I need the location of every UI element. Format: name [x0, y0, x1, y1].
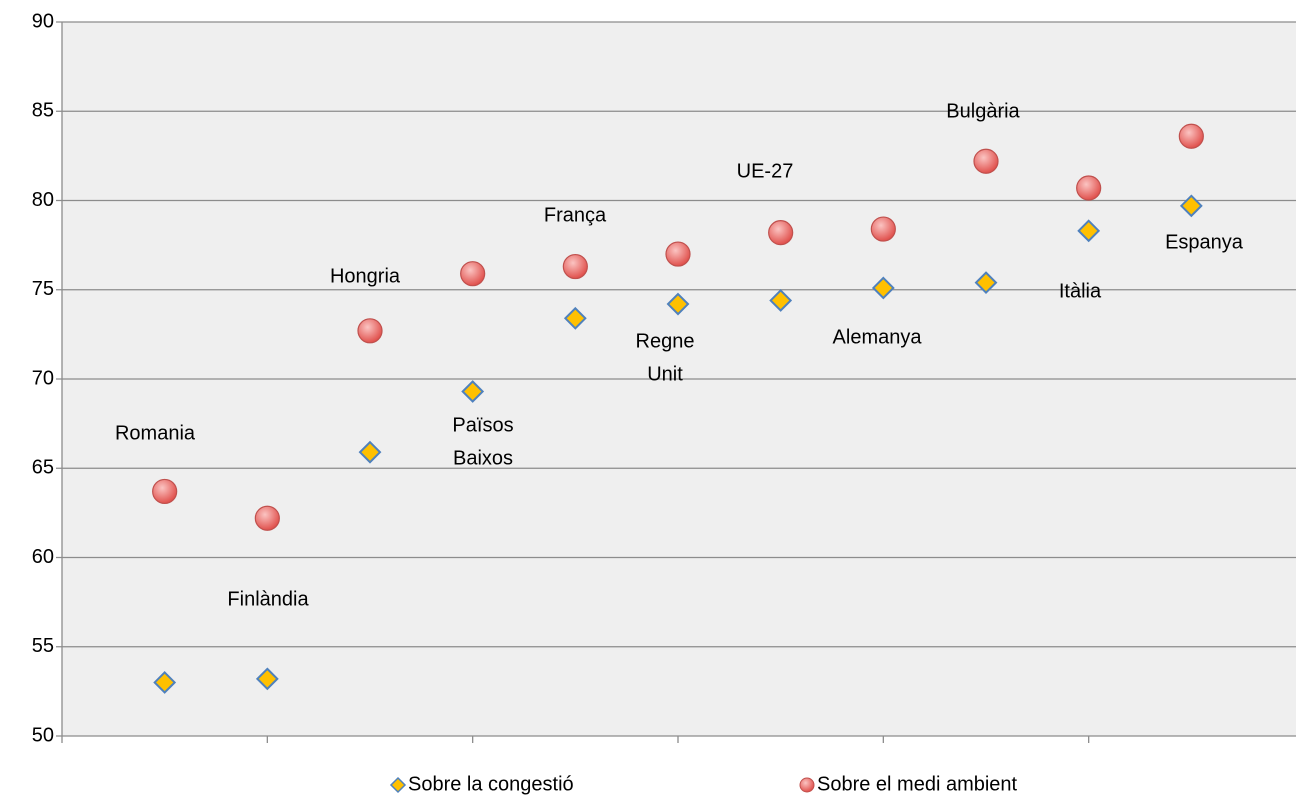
y-tick-label: 80: [32, 189, 54, 211]
y-tick-label: 85: [32, 100, 54, 122]
point: [973, 148, 999, 174]
annotation: Finlàndia: [227, 588, 309, 610]
point: [666, 292, 690, 316]
point: [974, 271, 998, 295]
point: [665, 241, 691, 267]
point: [357, 318, 383, 344]
annotation: Països: [452, 414, 513, 436]
annotation: Regne: [636, 330, 695, 352]
y-tick-label: 60: [32, 546, 54, 568]
point: [563, 306, 587, 330]
point: [255, 667, 279, 691]
legend-marker: [389, 776, 407, 794]
point: [461, 380, 485, 403]
point: [358, 440, 382, 464]
point: [1179, 194, 1203, 218]
point: [254, 505, 280, 531]
y-tick-label: 55: [32, 635, 54, 657]
annotation: Baixos: [453, 447, 513, 469]
point: [871, 276, 895, 300]
annotation: Hongria: [330, 265, 401, 287]
y-tick-label: 70: [32, 367, 54, 389]
point: [153, 671, 177, 694]
point: [1076, 175, 1102, 201]
point: [769, 289, 793, 312]
annotation: Itàlia: [1059, 280, 1102, 302]
legend-marker: [799, 777, 815, 793]
y-tick-label: 75: [32, 278, 54, 300]
point: [768, 220, 794, 246]
annotation: França: [544, 204, 607, 226]
point: [562, 253, 588, 280]
annotation: Bulgària: [946, 100, 1020, 122]
y-tick-label: 65: [32, 457, 54, 479]
annotation: UE-27: [737, 160, 794, 182]
point: [1077, 219, 1101, 243]
y-tick-label: 50: [32, 724, 54, 746]
legend-label: Sobre el medi ambient: [817, 773, 1018, 795]
point: [460, 261, 486, 287]
point: [870, 216, 896, 242]
annotation: Unit: [647, 363, 683, 385]
legend-label: Sobre la congestió: [408, 773, 574, 795]
annotation: Romania: [115, 422, 196, 444]
annotation: Espanya: [1165, 231, 1244, 253]
point: [1178, 123, 1204, 149]
y-tick-label: 90: [32, 10, 54, 32]
point: [152, 478, 178, 505]
annotation: Alemanya: [833, 326, 923, 348]
